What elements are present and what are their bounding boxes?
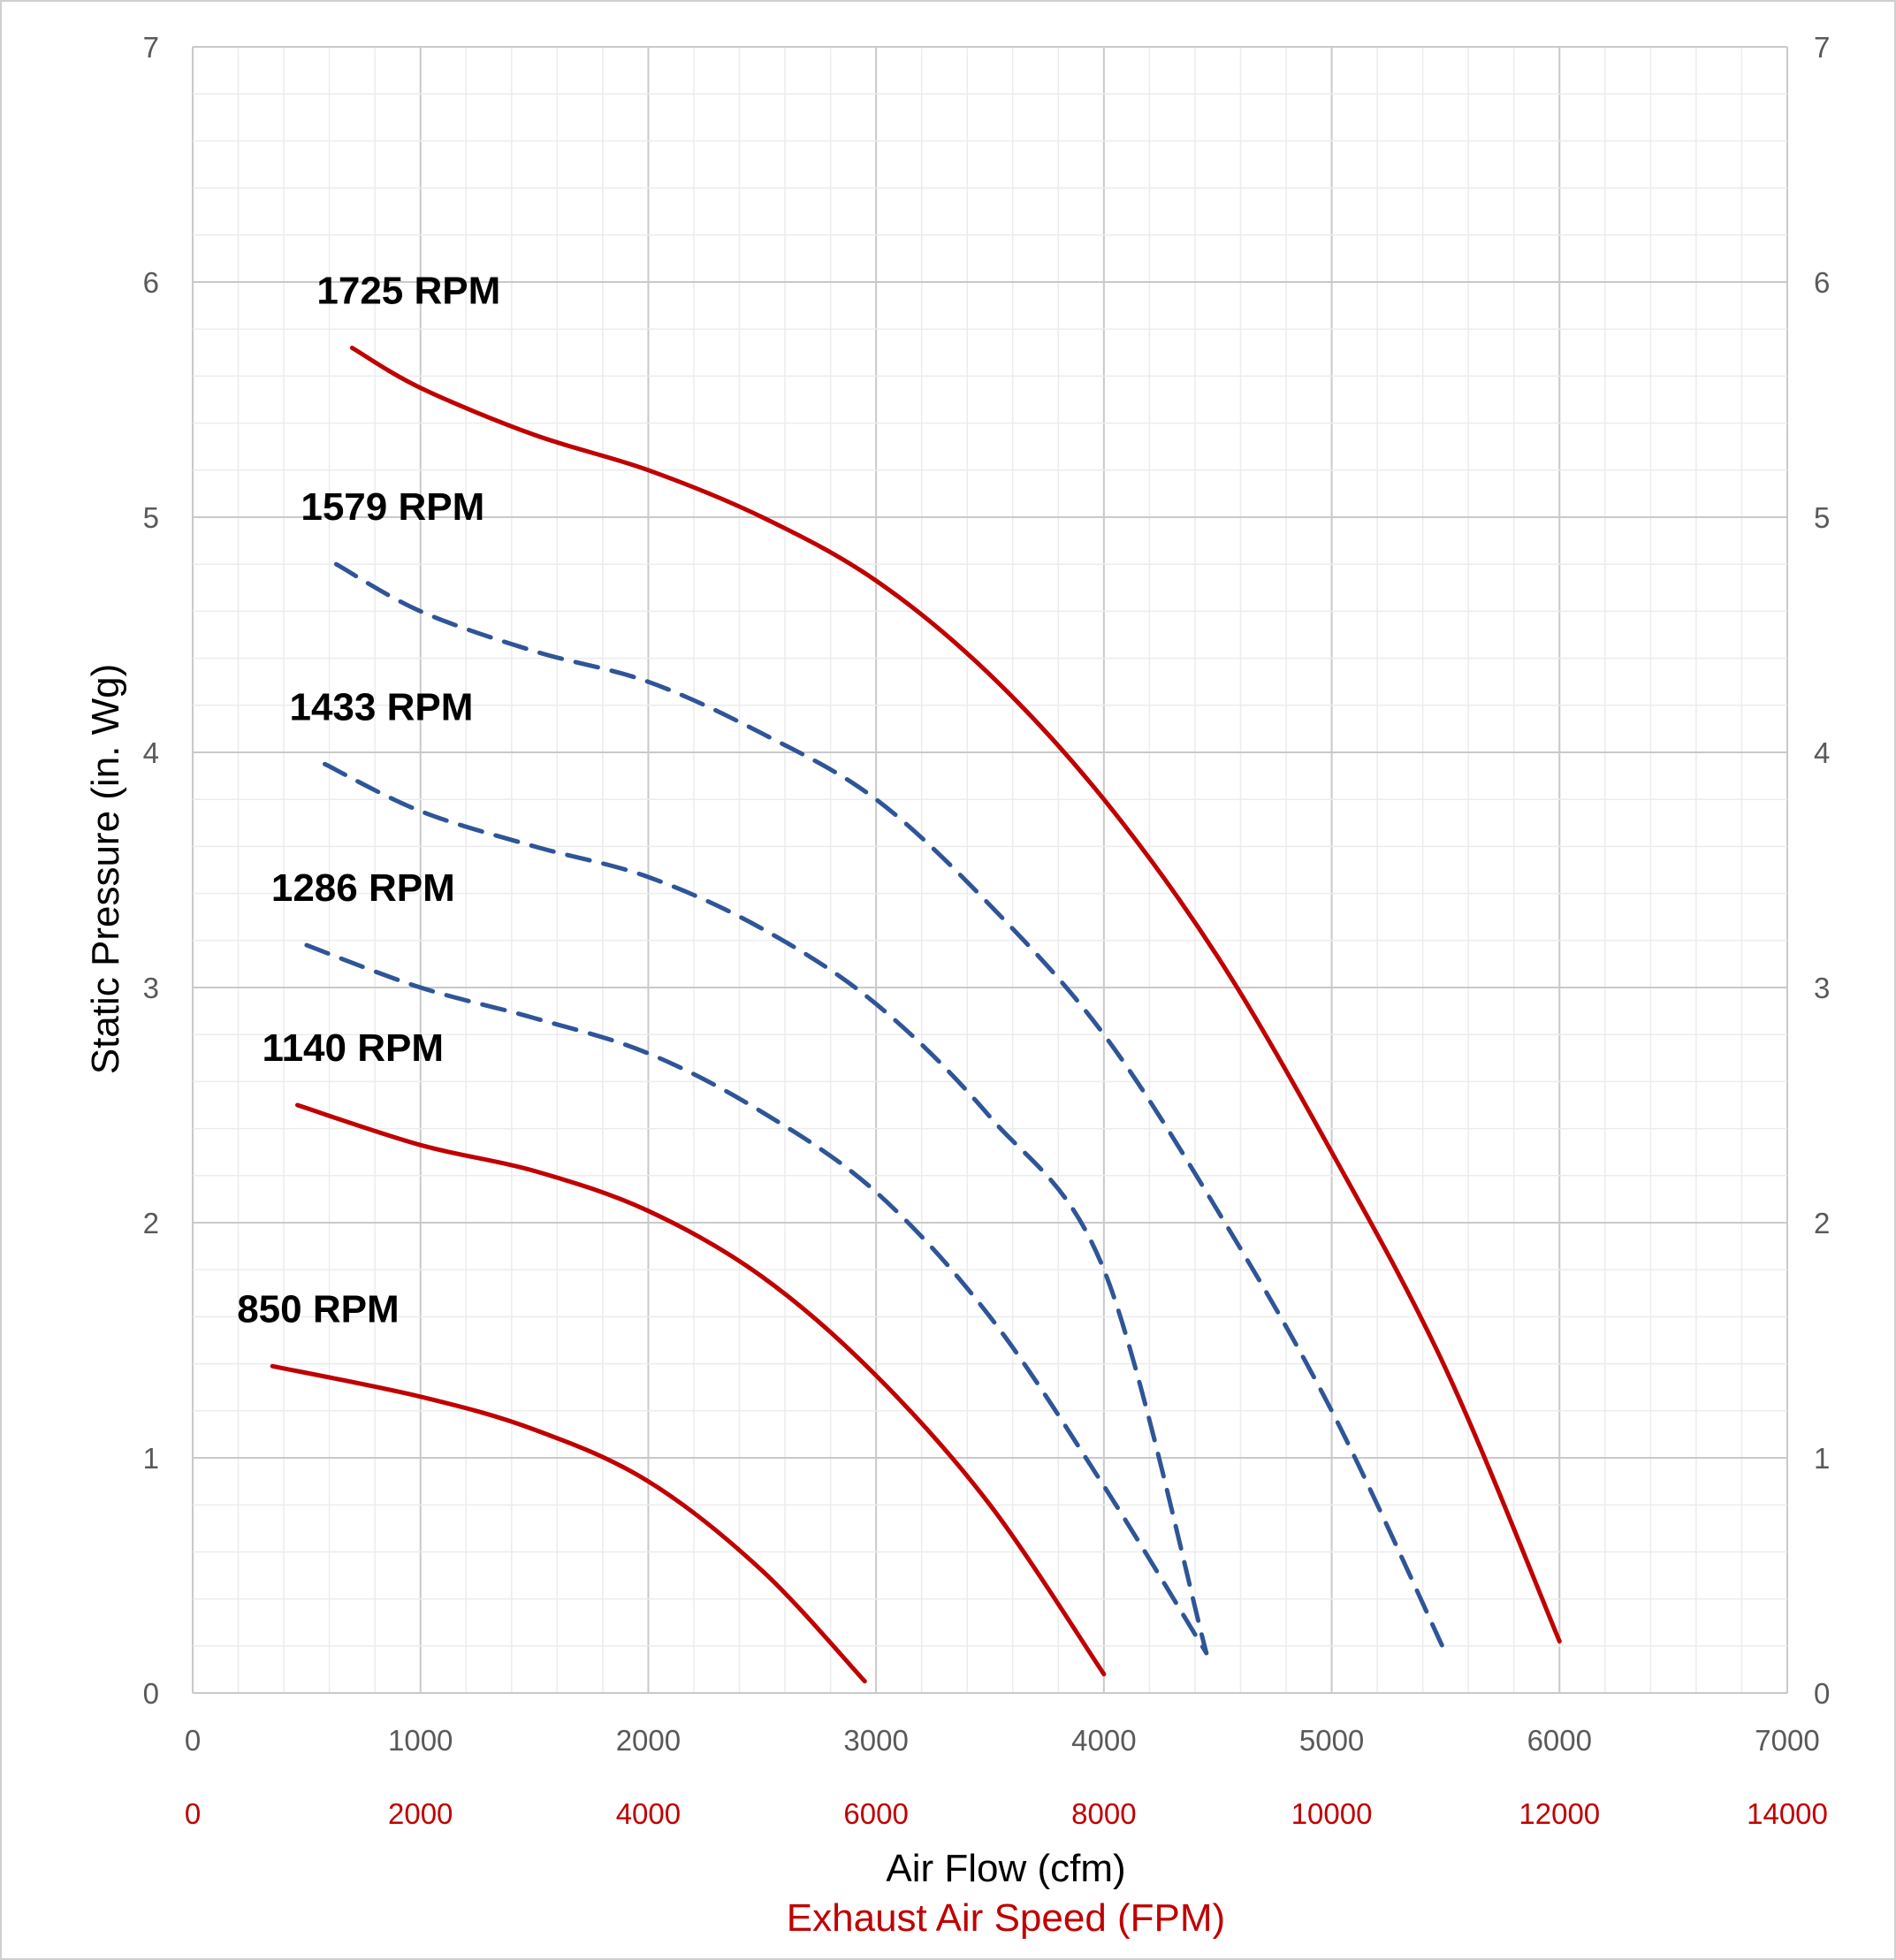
curve-label-1286-rpm: 1286 RPM: [271, 866, 455, 910]
x2-tick-label: 14000: [1747, 1797, 1828, 1830]
y-tick-label: 4: [143, 736, 159, 769]
curve-label-850-rpm: 850 RPM: [237, 1287, 399, 1331]
y-axis-title: Static Pressure (in. Wg): [84, 664, 127, 1075]
x-tick-label: 5000: [1299, 1724, 1364, 1757]
curve-850-rpm: [270, 1363, 867, 1684]
y-tick-label: 1: [143, 1442, 159, 1475]
curve-1286-rpm: [304, 942, 1209, 1656]
x-tick-label: 7000: [1755, 1724, 1819, 1757]
x-tick-label: 4000: [1071, 1724, 1136, 1757]
y2-tick-label: 4: [1814, 736, 1830, 769]
curve-label-1140-rpm: 1140 RPM: [263, 1026, 444, 1070]
curve-label-1725-rpm: 1725 RPM: [316, 269, 500, 312]
x-tick-label: 6000: [1527, 1724, 1592, 1757]
grid: [192, 46, 1788, 1694]
fan-curves: [270, 346, 1562, 1684]
y-tick-label: 3: [143, 972, 159, 1004]
y2-tick-label: 7: [1814, 31, 1830, 64]
y-tick-label: 2: [143, 1207, 159, 1239]
y2-tick-label: 0: [1814, 1677, 1830, 1710]
x2-tick-label: 0: [185, 1797, 201, 1830]
y2-tick-label: 1: [1814, 1442, 1830, 1475]
curve-label-1433-rpm: 1433 RPM: [289, 685, 473, 728]
curve-label-1579-rpm: 1579 RPM: [301, 485, 484, 529]
x2-axis-title: Exhaust Air Speed (FPM): [787, 1896, 1225, 1940]
y-tick-label: 6: [143, 266, 159, 299]
x-axis-title: Air Flow (cfm): [886, 1847, 1125, 1890]
x2-tick-label: 6000: [843, 1797, 908, 1830]
y2-tick-label: 5: [1814, 501, 1830, 534]
curve-1725-rpm: [349, 346, 1562, 1644]
x-tick-label: 3000: [843, 1724, 908, 1757]
x-tick-label: 0: [185, 1724, 201, 1757]
x-tick-label: 2000: [616, 1724, 681, 1757]
y2-tick-label: 3: [1814, 972, 1830, 1004]
curve-labels: 1725 RPM 1579 RPM 1433 RPM 1286 RPM 1140 RPM…: [237, 269, 500, 1331]
curve-1433-rpm: [323, 761, 1209, 1656]
y-tick-label: 7: [143, 31, 159, 64]
curve-1140-rpm: [295, 1102, 1107, 1677]
x2-tick-label: 10000: [1291, 1797, 1373, 1830]
x2-tick-label: 4000: [616, 1797, 681, 1830]
y-tick-label: 0: [143, 1677, 159, 1710]
curve-1579-rpm: [333, 561, 1448, 1656]
y-tick-label: 5: [143, 501, 159, 534]
x-tick-label: 1000: [388, 1724, 453, 1757]
y2-tick-label: 2: [1814, 1207, 1830, 1239]
y2-tick-label: 6: [1814, 266, 1830, 299]
x2-tick-label: 12000: [1519, 1797, 1600, 1830]
x2-tick-label: 8000: [1071, 1797, 1136, 1830]
x2-tick-label: 2000: [388, 1797, 453, 1830]
